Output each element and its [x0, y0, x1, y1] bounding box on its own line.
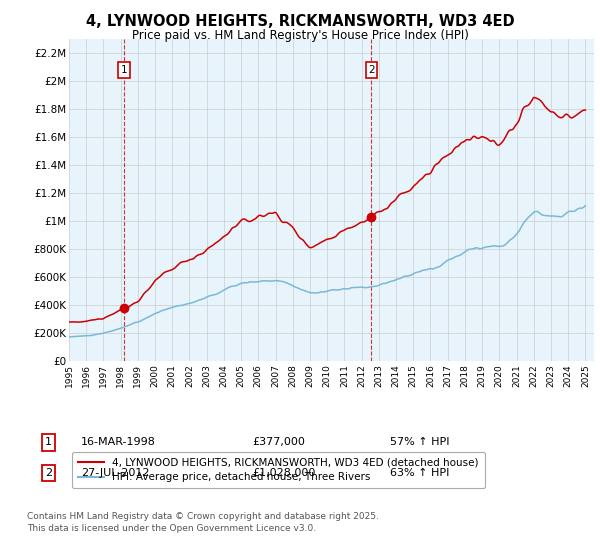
- Text: 63% ↑ HPI: 63% ↑ HPI: [390, 468, 449, 478]
- Text: Contains HM Land Registry data © Crown copyright and database right 2025.
This d: Contains HM Land Registry data © Crown c…: [27, 512, 379, 533]
- Text: 2: 2: [368, 65, 375, 75]
- Text: 1: 1: [121, 65, 128, 75]
- Text: 16-MAR-1998: 16-MAR-1998: [81, 437, 156, 447]
- Text: 57% ↑ HPI: 57% ↑ HPI: [390, 437, 449, 447]
- Text: £1,028,000: £1,028,000: [252, 468, 316, 478]
- Text: 4, LYNWOOD HEIGHTS, RICKMANSWORTH, WD3 4ED: 4, LYNWOOD HEIGHTS, RICKMANSWORTH, WD3 4…: [86, 14, 514, 29]
- Text: £377,000: £377,000: [252, 437, 305, 447]
- Text: 1: 1: [45, 437, 52, 447]
- Text: Price paid vs. HM Land Registry's House Price Index (HPI): Price paid vs. HM Land Registry's House …: [131, 29, 469, 42]
- Legend: 4, LYNWOOD HEIGHTS, RICKMANSWORTH, WD3 4ED (detached house), HPI: Average price,: 4, LYNWOOD HEIGHTS, RICKMANSWORTH, WD3 4…: [71, 452, 485, 488]
- Text: 2: 2: [45, 468, 52, 478]
- Text: 27-JUL-2012: 27-JUL-2012: [81, 468, 149, 478]
